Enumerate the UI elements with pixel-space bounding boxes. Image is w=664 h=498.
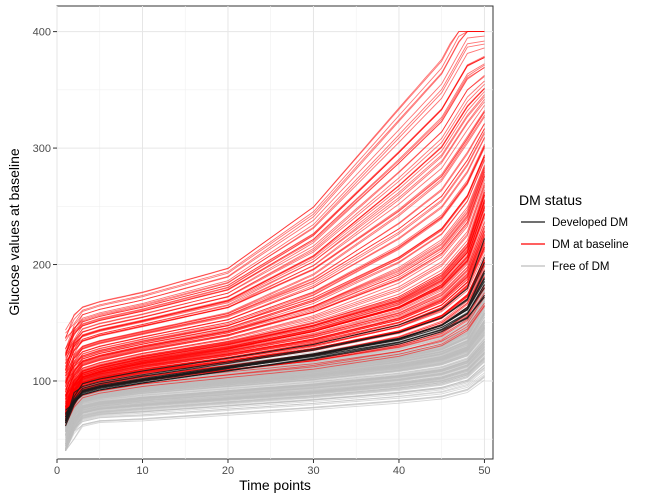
series-line [65,340,485,444]
series-line [65,343,485,442]
x-tick-label: 30 [307,465,319,477]
series-line [65,83,485,368]
series-line [64,238,486,420]
series-line [65,200,485,413]
series-line [65,184,485,408]
x-tick-label: 40 [393,465,405,477]
series-line [65,361,485,451]
series-line [65,31,485,331]
series-line [65,136,485,392]
series-line [65,357,485,448]
series-line [65,186,485,409]
series-line [65,368,485,451]
series-line [65,335,485,436]
series-line [65,336,485,435]
series-line [65,301,485,421]
series-line [65,367,485,451]
legend: DM status Developed DM DM at baseline Fr… [519,192,629,273]
x-axis-title: Time points [239,477,311,493]
series-line [65,352,485,451]
series-line [65,101,485,372]
series-line [65,196,485,405]
series-line [65,230,485,417]
series-line [65,330,485,436]
series-line [65,374,485,451]
series-line [65,63,485,354]
series-line [65,357,485,451]
series-line [65,287,485,414]
series-line [65,327,485,430]
legend-label-dm-at-baseline: DM at baseline [552,239,629,251]
series-lines [64,31,486,452]
series-line [65,305,485,421]
series-line [64,281,485,427]
series-line [65,182,485,397]
series-line [65,175,485,400]
series-line [65,379,485,452]
series-line [65,338,485,430]
series-line [65,99,485,370]
series-line [65,377,485,451]
series-line [65,201,485,400]
series-line [65,87,485,361]
y-tick-label: 100 [33,376,51,388]
y-tick-label: 200 [33,260,51,272]
series-line [65,128,485,383]
x-tick-label: 10 [136,465,148,477]
series-line [65,160,485,396]
series-line [65,306,485,426]
series-line [65,55,485,357]
series-line [65,334,485,429]
x-tick-label: 0 [54,465,60,477]
series-line [65,323,485,418]
series-line [65,43,485,356]
series-line [65,348,485,447]
series-line [65,234,485,410]
series-line [65,147,485,380]
series-line [65,40,485,354]
x-tick-label: 50 [478,465,490,477]
series-line [65,376,485,452]
legend-label-developed-dm: Developed DM [552,217,628,229]
series-line [65,111,485,376]
series-line [65,369,485,451]
series-line [64,262,485,422]
series-line [65,74,485,357]
series-line [65,239,485,406]
y-tick-label: 400 [33,27,51,39]
group-developed-dm [64,238,486,427]
series-line [65,31,485,338]
x-tick-label: 20 [222,465,234,477]
series-line [65,235,485,415]
series-line [65,206,485,413]
series-line [65,228,485,405]
series-line [65,31,485,350]
series-line [65,159,485,394]
series-line [65,57,485,364]
axis-ticks: 0 10 20 30 40 50 100 200 300 400 [33,27,491,477]
series-line [65,96,485,361]
series-line [64,296,485,422]
series-line [65,131,485,374]
series-line [65,144,485,384]
y-tick-label: 300 [33,143,51,155]
group-dm-at-baseline [65,31,485,426]
legend-title: DM status [519,192,582,208]
series-line [65,349,485,446]
series-line [65,31,485,334]
series-line [65,365,485,451]
series-line [65,67,485,354]
series-line [65,359,485,451]
y-axis-title: Glucose values at baseline [6,148,22,316]
series-line [65,123,485,381]
legend-label-free-of-dm: Free of DM [552,261,610,273]
series-line [65,171,485,396]
